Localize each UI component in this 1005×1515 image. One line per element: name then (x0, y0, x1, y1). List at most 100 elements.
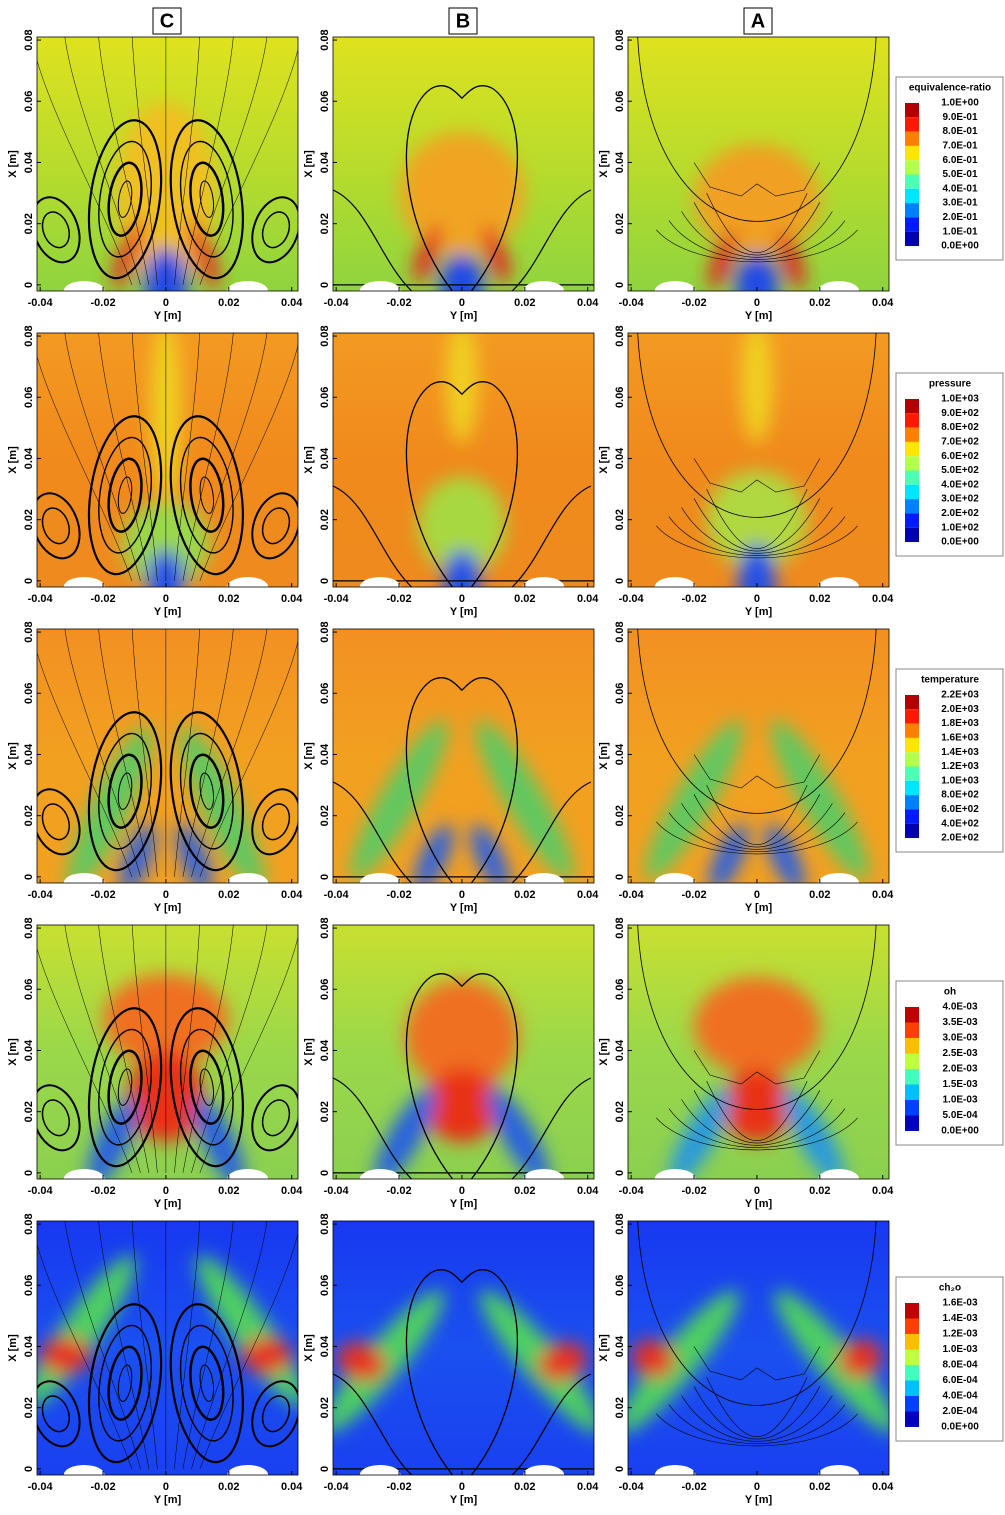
field-blob (241, 1337, 292, 1375)
streamline-loop (189, 753, 225, 829)
colorbar-label: 1.0E+03 (941, 394, 979, 405)
x-tick-label: 0.02 (809, 1185, 830, 1197)
streamline (191, 1221, 268, 1469)
field-blob (774, 1290, 889, 1434)
colorbar-label: 2.0E-03 (942, 1064, 977, 1075)
contour-field (333, 333, 594, 587)
colorbar-label: 0.0E+00 (941, 1126, 979, 1137)
field-blob (706, 470, 808, 569)
streamline (64, 925, 141, 1173)
field-blob (188, 219, 220, 289)
plot-frame (332, 36, 595, 292)
flame-contour (693, 1386, 821, 1440)
y-tick-label: 0.08 (319, 1213, 331, 1234)
plot-frame (36, 1220, 299, 1476)
y-tick-label: 0.06 (23, 387, 35, 408)
contour-field (628, 333, 889, 587)
streamline-loop (98, 1028, 152, 1146)
colorbar-label: 1.0E+03 (941, 775, 979, 786)
colorbar-band (905, 131, 919, 146)
y-tick-label: 0.02 (23, 213, 35, 234)
x-tick-label: -0.02 (90, 297, 115, 309)
streamline-loop (169, 1007, 244, 1168)
x-tick-label: -0.02 (386, 593, 411, 605)
x-tick-label: -0.02 (681, 1481, 706, 1493)
flame-contour (405, 1269, 519, 1475)
streamline (37, 947, 133, 1173)
x-tick-label: 0 (754, 1481, 760, 1493)
inlet (227, 577, 269, 587)
colorbar-label: 4.0E-04 (942, 1391, 977, 1402)
y-tick-label: 0.02 (319, 1101, 331, 1122)
y-tick-label: 0.06 (614, 979, 626, 1000)
x-axis-label: Y [m] (450, 902, 478, 914)
flame-contour (706, 192, 808, 253)
y-tick-label: 0.08 (23, 621, 35, 642)
x-tick-label: 0 (163, 1481, 169, 1493)
inlet (654, 873, 696, 883)
contour-field (333, 1221, 594, 1475)
colorbar-band (905, 231, 919, 246)
x-tick-label: 0.04 (577, 1185, 599, 1197)
colorbar-band (905, 217, 919, 232)
plot-frame (627, 628, 890, 884)
contour-field (628, 925, 889, 1179)
x-tick-label: 0 (754, 593, 760, 605)
x-tick-label: 0.02 (514, 593, 535, 605)
colorbar-label: 1.4E+03 (941, 747, 979, 758)
y-tick-label: 0.06 (23, 979, 35, 1000)
contour-field (333, 37, 594, 291)
x-tick-label: -0.04 (619, 1185, 645, 1197)
x-tick-label: -0.04 (324, 593, 350, 605)
inlet (63, 873, 105, 883)
inlet (359, 1465, 401, 1475)
x-tick-label: -0.04 (324, 1185, 350, 1197)
streamline-loop (179, 732, 234, 850)
plot-frame (332, 628, 595, 884)
y-tick-label: 0.02 (23, 1397, 35, 1418)
field-blob (417, 476, 506, 575)
x-tick-label: -0.02 (386, 1481, 411, 1493)
flame-contour (681, 1099, 833, 1146)
inlet (818, 281, 860, 291)
x-tick-label: -0.04 (28, 1185, 54, 1197)
inlet (63, 281, 105, 291)
colorbar-label: 4.0E-01 (942, 183, 977, 194)
colorbar-label: 7.0E-01 (942, 141, 977, 152)
streamline (191, 37, 268, 285)
colorbar-band (905, 809, 919, 824)
inlet (523, 873, 565, 883)
streamline-loop (169, 711, 244, 872)
streamline (37, 59, 133, 285)
y-tick-label: 0.06 (614, 1275, 626, 1296)
x-tick-label: 0 (163, 297, 169, 309)
y-tick-label: 0.02 (23, 509, 35, 530)
inlet (359, 577, 401, 587)
x-axis-label: Y [m] (154, 606, 182, 618)
column-header: B (456, 10, 470, 32)
streamline (199, 47, 298, 285)
y-tick-label: 0.06 (319, 91, 331, 112)
x-tick-label: 0 (459, 297, 465, 309)
streamline (191, 925, 268, 1173)
y-tick-label: 0.04 (23, 1039, 35, 1061)
colorbar-band (905, 795, 919, 810)
field-blob (476, 720, 574, 881)
y-tick-label: 0.02 (319, 1397, 331, 1418)
colorbar-label: 6.0E-04 (942, 1375, 977, 1386)
column-header-box (448, 7, 478, 35)
flame-contour (681, 803, 833, 850)
flame-contour (637, 1221, 877, 1406)
y-tick-label: 0.08 (23, 917, 35, 938)
y-tick-label: 0.08 (614, 621, 626, 642)
colorbar-band (905, 695, 919, 710)
y-tick-label: 0 (319, 874, 331, 880)
x-axis-label: Y [m] (450, 1198, 478, 1210)
x-tick-label: 0 (163, 1185, 169, 1197)
streamline (64, 629, 141, 877)
x-tick-label: -0.02 (386, 889, 411, 901)
x-tick-label: 0 (459, 593, 465, 605)
x-tick-label: -0.04 (28, 1481, 54, 1493)
column-header: A (751, 10, 765, 32)
flame-contour (693, 1090, 821, 1144)
